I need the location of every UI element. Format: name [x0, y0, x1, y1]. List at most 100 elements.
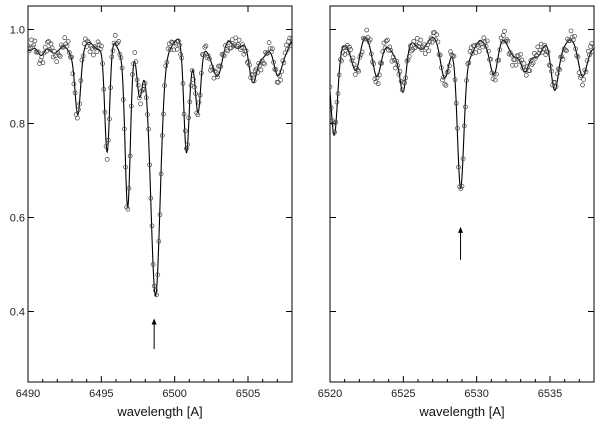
observed-data-point — [250, 72, 256, 78]
observed-data-point — [543, 52, 549, 57]
observed-data-point — [359, 49, 365, 55]
observed-data-point — [437, 52, 443, 58]
observed-data-point — [130, 72, 135, 77]
observed-data-point — [492, 77, 498, 83]
observed-data-point — [187, 99, 193, 105]
observed-data-point — [149, 223, 155, 229]
observed-data-point — [280, 58, 286, 64]
observed-data-point — [347, 44, 352, 50]
observed-data-point — [486, 48, 491, 54]
observed-data-point — [240, 42, 245, 47]
observed-data-point — [179, 55, 185, 61]
observed-data-point — [247, 62, 252, 68]
observed-data-point — [128, 103, 134, 109]
observed-data-point — [466, 60, 472, 66]
observed-data-point — [285, 47, 290, 52]
x-tick-label: 6490 — [16, 388, 40, 400]
observed-data-point — [404, 58, 410, 64]
observed-data-point — [87, 49, 93, 55]
observed-data-point — [241, 51, 247, 57]
observed-data-point — [465, 61, 471, 67]
observed-data-point — [159, 133, 165, 138]
observed-data-point — [490, 76, 496, 82]
observed-data-point — [69, 54, 74, 60]
observed-data-point — [346, 50, 351, 56]
observed-data-point — [95, 39, 101, 45]
observed-data-point — [549, 68, 554, 74]
observed-data-point — [395, 63, 401, 68]
observed-data-point — [262, 61, 267, 67]
observed-data-point — [173, 41, 179, 47]
observed-data-point — [32, 38, 38, 44]
observed-data-point — [488, 56, 494, 62]
observed-data-point — [123, 164, 128, 170]
observed-data-point — [434, 32, 440, 38]
x-axis-title: wavelength [A] — [418, 404, 504, 419]
observed-data-point — [202, 44, 208, 50]
observed-data-point — [417, 41, 422, 47]
observed-data-point — [552, 80, 558, 85]
observed-data-point — [47, 46, 53, 52]
observed-data-point — [251, 78, 257, 84]
observed-data-point — [193, 91, 198, 96]
observed-data-point — [70, 71, 76, 77]
observed-data-point — [145, 112, 150, 117]
observed-data-point — [533, 55, 538, 61]
observed-data-point — [513, 62, 519, 68]
observed-data-point — [287, 35, 292, 41]
right-spectrum-panel: 6520 6525 6530 6535 wavelength [A] — [318, 5, 595, 419]
model-spectrum-line — [28, 38, 292, 298]
observed-data-point — [243, 48, 249, 54]
observed-data-point — [278, 77, 283, 83]
x-tick-label: 6525 — [391, 388, 415, 400]
observed-data-point — [523, 72, 529, 78]
observed-data-point — [426, 48, 432, 54]
observed-data-point — [574, 53, 580, 59]
observed-data-point — [165, 46, 171, 52]
observed-data-point — [452, 77, 458, 83]
observed-data-point — [334, 99, 340, 105]
observed-data-point — [171, 47, 177, 53]
observed-data-point — [102, 109, 108, 115]
observed-data-point — [181, 111, 187, 117]
observed-data-point — [356, 68, 362, 74]
observed-data-point — [496, 57, 502, 63]
observed-data-point — [580, 82, 585, 88]
observed-data-point — [127, 153, 133, 159]
observed-data-point — [99, 43, 104, 49]
observed-data-point — [448, 49, 453, 54]
observed-data-point — [339, 58, 344, 64]
observed-data-point — [147, 162, 153, 168]
observed-data-point — [553, 84, 559, 89]
observed-data-point — [78, 78, 84, 83]
observed-data-point — [567, 38, 573, 43]
observed-data-point — [180, 81, 186, 86]
observed-data-point — [61, 44, 66, 50]
observed-data-point — [132, 50, 138, 55]
observed-data-point — [72, 90, 78, 96]
observed-data-point — [425, 42, 430, 48]
observed-data-point — [107, 116, 112, 122]
observed-data-point — [109, 54, 115, 60]
observed-data-point — [279, 69, 285, 74]
observed-data-point — [49, 45, 55, 51]
observed-data-point — [174, 47, 180, 52]
observed-data-point — [162, 83, 167, 88]
observed-data-point — [330, 105, 334, 111]
observed-data-point — [112, 33, 118, 38]
observed-data-point — [142, 80, 148, 86]
y-tick-label: 0.4 — [10, 307, 25, 319]
x-tick-label: 6520 — [318, 388, 342, 400]
observed-data-point — [190, 77, 196, 82]
observed-data-point — [382, 45, 388, 51]
observed-data-point — [337, 57, 343, 62]
left-spectrum-panel: 6490 6495 6500 6505 0.4 0.6 0.8 1.0 wavelength [… — [10, 5, 293, 419]
observed-data-point — [463, 104, 468, 110]
observed-data-point — [583, 69, 589, 75]
observed-data-point — [397, 69, 403, 74]
observed-data-point — [146, 126, 151, 132]
observed-data-point — [581, 77, 587, 82]
observed-data-point — [138, 101, 143, 107]
observed-data-point — [50, 54, 56, 60]
observed-data-point — [479, 41, 484, 47]
